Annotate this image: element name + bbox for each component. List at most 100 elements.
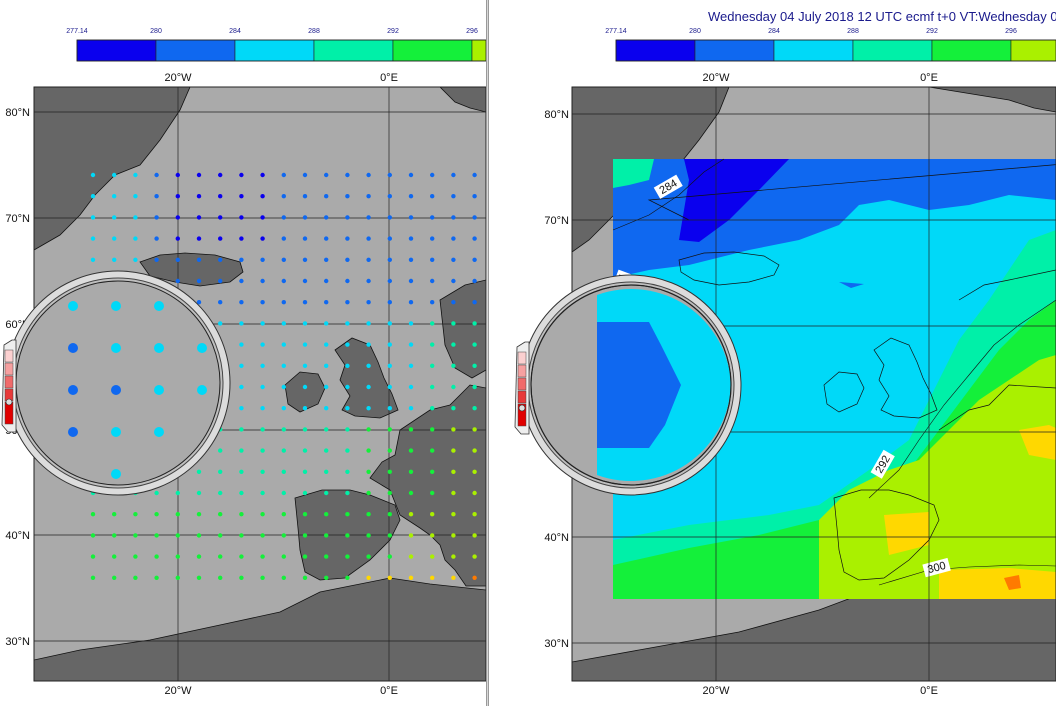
value-point	[408, 554, 414, 559]
value-point	[345, 554, 350, 559]
value-point	[239, 533, 244, 538]
right-map-svg: 277.14 280 284 288 292 296	[514, 28, 1056, 697]
value-point	[408, 342, 414, 347]
value-point	[196, 278, 202, 284]
value-point	[408, 194, 414, 199]
value-point	[260, 575, 265, 580]
colorbar-swatch-left-5	[471, 39, 486, 62]
value-point	[239, 257, 244, 262]
value-point	[218, 533, 223, 538]
value-point	[366, 427, 371, 432]
value-point	[90, 236, 96, 241]
value-point	[387, 342, 392, 347]
value-point	[218, 321, 223, 326]
plot-title: Wednesday 04 July 2018 12 UTC ecmf t+0 V…	[708, 9, 1056, 24]
value-point	[175, 278, 180, 284]
value-point	[408, 363, 414, 368]
value-point	[154, 575, 159, 580]
value-point	[218, 257, 223, 262]
value-point	[196, 469, 202, 474]
value-point	[472, 554, 477, 559]
value-point	[218, 194, 223, 199]
value-point	[302, 448, 308, 453]
value-point	[366, 384, 371, 390]
value-point	[260, 278, 265, 284]
lon-label-top-20w: 20°W	[164, 72, 192, 84]
colorbar-swatch-right-5	[1010, 39, 1056, 62]
magnified-point	[111, 301, 121, 311]
value-point	[302, 427, 308, 432]
value-point	[218, 236, 223, 241]
value-point	[345, 406, 350, 411]
value-point	[366, 448, 371, 453]
value-point	[387, 172, 392, 178]
value-point	[196, 490, 202, 496]
value-point	[430, 194, 435, 199]
value-point	[175, 172, 180, 178]
value-point	[430, 342, 435, 347]
value-point	[408, 427, 414, 432]
value-point	[196, 215, 202, 220]
left-map-panel[interactable]: 277.14 280 284 288 292 296	[0, 0, 486, 706]
value-point	[345, 512, 350, 517]
value-point	[472, 406, 477, 411]
colorbar-swatch-right-3	[852, 39, 933, 62]
value-point	[218, 469, 223, 474]
value-point	[133, 194, 138, 199]
zoom-slider-right[interactable]	[514, 341, 530, 435]
value-point	[133, 172, 138, 178]
value-point	[387, 257, 392, 262]
value-point	[408, 300, 414, 305]
value-point	[260, 406, 265, 411]
value-point	[281, 257, 286, 262]
value-point	[196, 512, 202, 517]
value-point	[451, 236, 456, 241]
value-point	[430, 512, 435, 517]
value-point	[430, 533, 435, 538]
zoom-slider-left[interactable]	[1, 339, 17, 433]
lat-label-70n: 70°N	[5, 213, 30, 225]
value-point	[324, 172, 329, 178]
magnified-point	[68, 343, 78, 353]
value-point	[302, 321, 308, 326]
value-point	[260, 342, 265, 347]
value-point	[345, 172, 350, 178]
value-point	[239, 278, 244, 284]
value-point	[472, 490, 477, 496]
value-point	[366, 300, 371, 305]
value-point	[451, 257, 456, 262]
lat-label-80n: 80°N	[5, 107, 30, 119]
right-map-panel[interactable]: 277.14 280 284 288 292 296	[489, 0, 1056, 706]
value-point	[451, 300, 456, 305]
value-point	[281, 215, 286, 220]
value-point	[196, 236, 202, 241]
value-point	[281, 342, 286, 347]
value-point	[218, 490, 223, 496]
value-point	[324, 554, 329, 559]
colorbar-tick-left-1: 280	[150, 28, 162, 35]
magnifier-right[interactable]	[514, 274, 742, 496]
value-point	[472, 575, 477, 580]
value-point	[366, 554, 371, 559]
value-point	[451, 575, 456, 580]
value-point	[430, 300, 435, 305]
magnifier-left[interactable]	[1, 270, 231, 496]
value-point	[451, 278, 456, 284]
panel-divider[interactable]	[486, 0, 489, 706]
left-map-area[interactable]	[34, 87, 486, 681]
value-point	[451, 194, 456, 199]
value-point	[472, 427, 477, 432]
value-point	[366, 321, 371, 326]
value-point	[260, 512, 265, 517]
value-point	[472, 448, 477, 453]
value-point	[387, 300, 392, 305]
value-point	[324, 321, 329, 326]
value-point	[387, 236, 392, 241]
value-point	[281, 236, 286, 241]
value-point	[133, 575, 138, 580]
value-point	[175, 512, 180, 517]
value-point	[345, 448, 350, 453]
magnified-point	[154, 301, 164, 311]
value-point	[133, 533, 138, 538]
value-point	[472, 236, 477, 241]
